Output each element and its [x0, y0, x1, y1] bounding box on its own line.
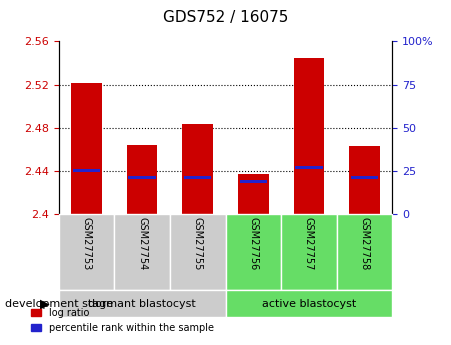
- Bar: [128, 176, 156, 179]
- Text: GSM27754: GSM27754: [137, 217, 147, 270]
- Bar: [349, 146, 380, 214]
- Bar: [294, 58, 324, 214]
- Bar: [184, 176, 212, 179]
- Text: GSM27756: GSM27756: [249, 217, 258, 270]
- Text: development stage: development stage: [5, 299, 113, 308]
- Bar: [351, 176, 378, 179]
- Bar: [73, 169, 100, 172]
- Text: dormant blastocyst: dormant blastocyst: [88, 299, 196, 308]
- Text: GSM27758: GSM27758: [359, 217, 369, 270]
- Text: active blastocyst: active blastocyst: [262, 299, 356, 308]
- Bar: [71, 83, 102, 214]
- Legend: log ratio, percentile rank within the sample: log ratio, percentile rank within the sa…: [28, 304, 218, 337]
- Bar: [127, 145, 157, 214]
- Bar: [182, 125, 213, 214]
- Text: GDS752 / 16075: GDS752 / 16075: [163, 10, 288, 25]
- Text: ▶: ▶: [40, 297, 50, 310]
- Text: GSM27755: GSM27755: [193, 217, 202, 271]
- Text: GSM27753: GSM27753: [82, 217, 92, 270]
- Bar: [238, 174, 269, 214]
- Bar: [239, 179, 267, 183]
- Text: GSM27757: GSM27757: [304, 217, 314, 271]
- Bar: [295, 166, 323, 169]
